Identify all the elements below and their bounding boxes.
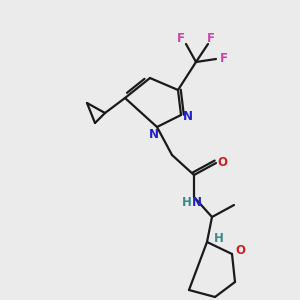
Text: O: O (235, 244, 245, 257)
Text: F: F (220, 52, 228, 65)
Text: N: N (183, 110, 193, 124)
Text: N: N (192, 196, 202, 208)
Text: F: F (207, 32, 215, 44)
Text: N: N (149, 128, 159, 140)
Text: H: H (182, 196, 192, 208)
Text: H: H (214, 232, 224, 244)
Text: O: O (217, 155, 227, 169)
Text: F: F (177, 32, 185, 46)
